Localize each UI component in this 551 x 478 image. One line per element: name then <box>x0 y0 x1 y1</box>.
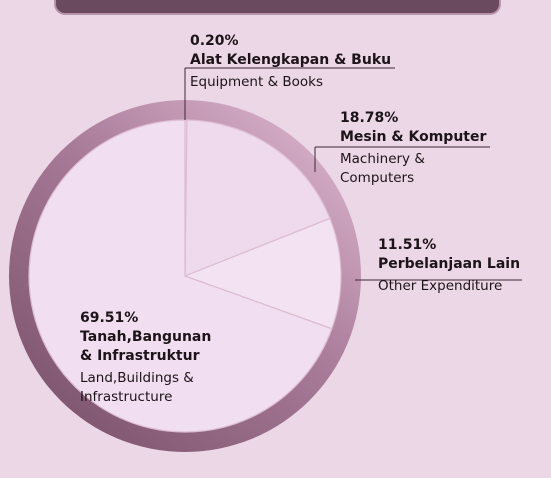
category-en-label: Other Expenditure <box>378 278 503 294</box>
category-en-label: Machinery & Computers <box>340 151 425 186</box>
category-label: Alat Kelengkapan & Buku <box>190 52 392 68</box>
pie-slice <box>28 119 333 433</box>
slice-label: 11.51% Perbelanjaan Lain Other Expenditure <box>378 236 548 296</box>
pie-slice <box>183 217 342 330</box>
category-en-label: Land,Buildings & Infrastructure <box>80 370 194 405</box>
value-label: 69.51% <box>80 310 139 326</box>
value-label: 18.78% <box>340 110 399 126</box>
slices <box>28 119 342 433</box>
category-label: Mesin & Komputer <box>340 129 487 145</box>
category-label: Perbelanjaan Lain <box>378 256 521 272</box>
category-label: Tanah,Bangunan & Infrastruktur <box>80 329 212 364</box>
leaders <box>184 67 522 281</box>
header-banner <box>54 0 501 15</box>
slice-label: 0.20% Alat Kelengkapan & Buku Equipment & … <box>190 32 420 92</box>
value-label: 11.51% <box>378 237 437 253</box>
slice-label: 18.78% Mesin & Komputer Machinery & Comput… <box>340 109 520 188</box>
slice-label: 69.51% Tanah,Bangunan & Infrastruktur Land… <box>80 309 220 407</box>
pie-slice <box>184 119 331 277</box>
value-label: 0.20% <box>190 33 239 49</box>
category-en-label: Equipment & Books <box>190 74 324 90</box>
